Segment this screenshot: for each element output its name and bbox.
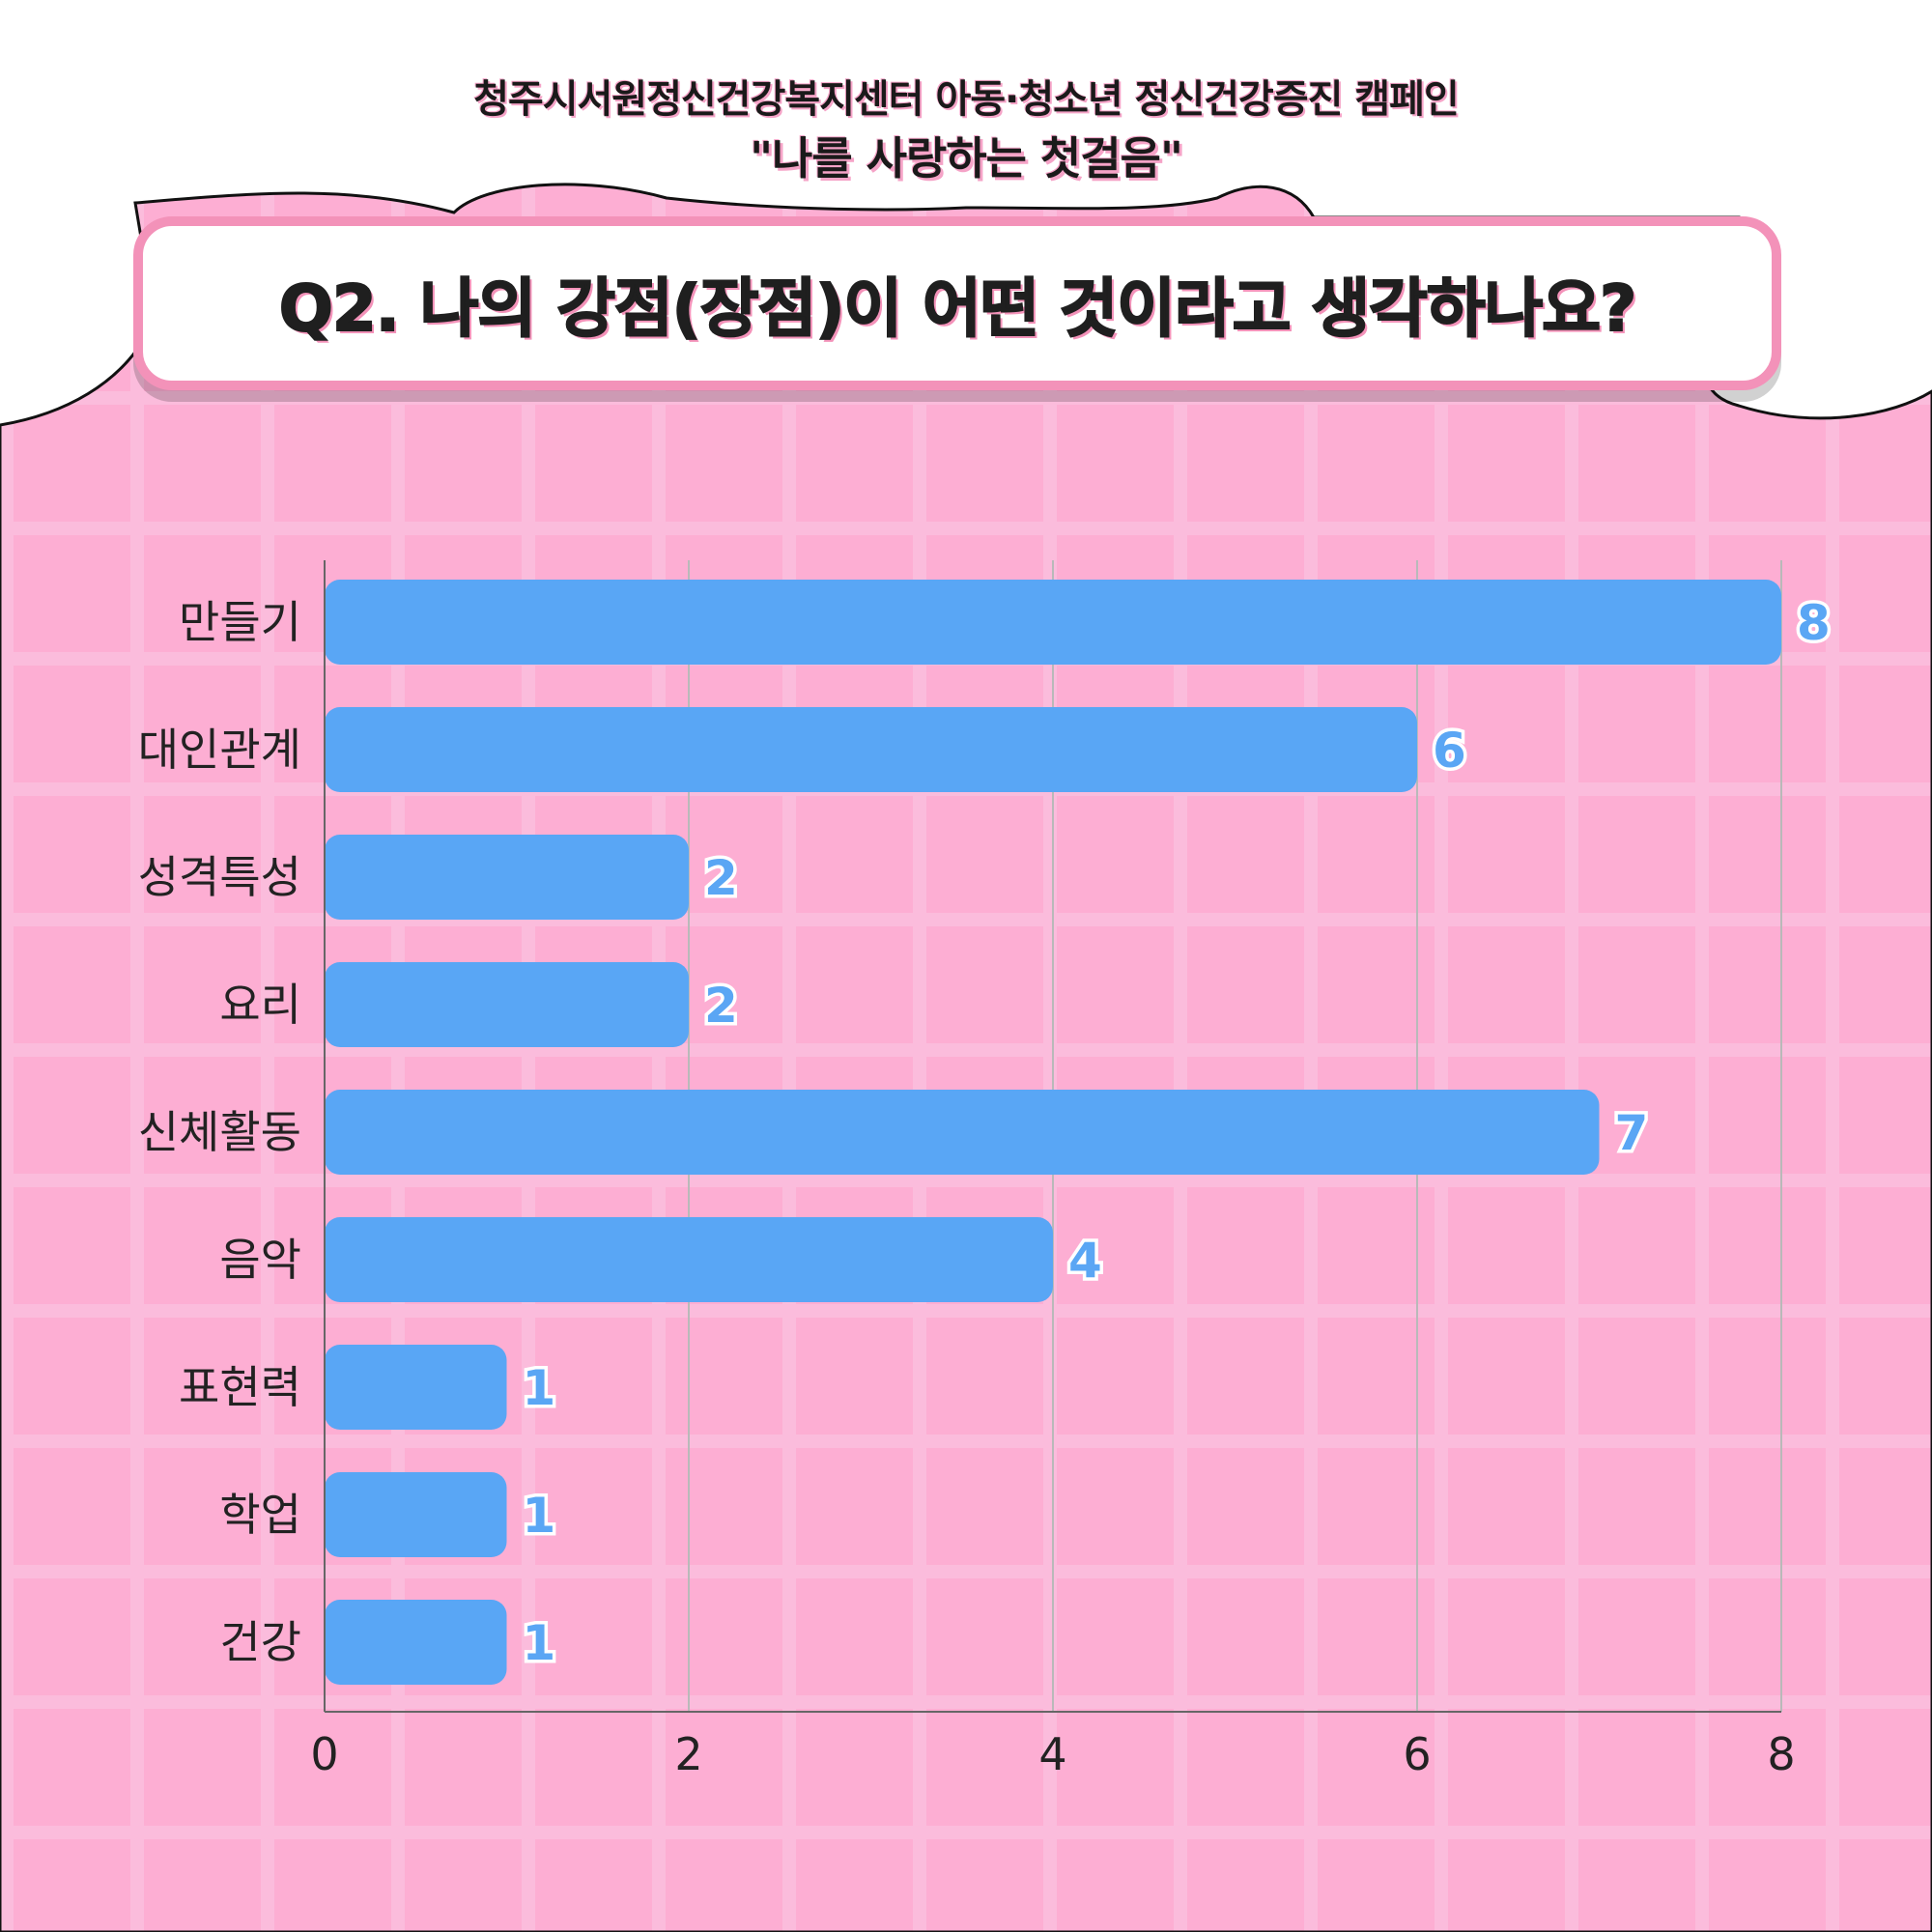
bar <box>325 835 689 920</box>
value-label: 8 <box>1797 595 1831 651</box>
bar <box>325 1472 507 1557</box>
category-label: 음악 <box>219 1234 301 1286</box>
bars <box>325 580 1781 1685</box>
category-label: 만들기 <box>179 596 301 648</box>
category-label: 요리 <box>219 979 301 1031</box>
x-tick-label: 4 <box>1038 1728 1066 1780</box>
axes <box>324 560 1781 1713</box>
category-label: 표현력 <box>179 1361 301 1413</box>
x-tick-label: 8 <box>1767 1728 1795 1780</box>
value-label: 1 <box>523 1360 556 1416</box>
campaign-slogan: "나를 사랑하는 첫걸음" <box>750 132 1183 185</box>
category-label: 건강 <box>219 1616 301 1668</box>
bar <box>325 1090 1600 1175</box>
value-label: 1 <box>523 1488 556 1544</box>
bar <box>325 707 1417 792</box>
value-label: 2 <box>704 850 738 906</box>
value-label: 2 <box>704 978 738 1034</box>
category-label: 성격특성 <box>138 851 301 903</box>
labels: 0 2 4 6 8 만들기 8 대인관계 6 성격특성 2 요리 2 신체활동 7 음악 4 표현력 1 학업 1 건강 1 <box>138 592 1834 1781</box>
value-label: 4 <box>1068 1233 1102 1289</box>
question-title: Q2. 나의 강점(장점)이 어떤 것이라고 생각하나요? <box>278 270 1638 347</box>
bar <box>325 1600 507 1685</box>
category-label: 대인관계 <box>138 724 301 776</box>
x-tick-label: 6 <box>1403 1728 1431 1780</box>
value-label: 1 <box>523 1615 556 1671</box>
x-tick-label: 2 <box>674 1728 702 1780</box>
bar <box>325 962 689 1047</box>
value-label: 6 <box>1433 723 1466 779</box>
x-tick-label: 0 <box>310 1728 338 1780</box>
campaign-title: 청주시서원정신건강복지센터 아동·청소년 정신건강증진 캠페인 <box>473 77 1460 122</box>
value-label: 7 <box>1615 1105 1649 1161</box>
category-label: 신체활동 <box>138 1106 301 1158</box>
bar <box>325 1217 1053 1302</box>
question-box: Q2. 나의 강점(장점)이 어떤 것이라고 생각하나요? <box>133 216 1781 390</box>
category-label: 학업 <box>219 1489 301 1541</box>
bar <box>325 580 1781 665</box>
bar <box>325 1345 507 1430</box>
